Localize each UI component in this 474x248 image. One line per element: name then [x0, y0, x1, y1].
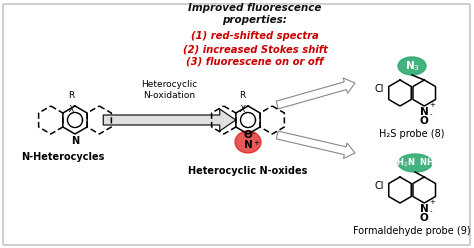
Text: Formaldehyde probe (9): Formaldehyde probe (9)	[353, 226, 471, 236]
Text: Heterocyclic
N-oxidation: Heterocyclic N-oxidation	[141, 80, 198, 100]
Text: Cl: Cl	[374, 84, 384, 94]
Text: R: R	[239, 91, 245, 100]
Text: H₂S probe (8): H₂S probe (8)	[379, 129, 445, 139]
Text: N: N	[420, 204, 428, 214]
Text: (1) red-shifted spectra: (1) red-shifted spectra	[191, 31, 319, 41]
Ellipse shape	[398, 154, 432, 172]
Ellipse shape	[235, 131, 261, 153]
Text: -: -	[429, 111, 432, 117]
Text: Heterocyclic N-oxides: Heterocyclic N-oxides	[188, 166, 308, 176]
Text: O: O	[420, 116, 428, 126]
Polygon shape	[103, 109, 236, 131]
Text: -: -	[429, 208, 432, 214]
Text: -: -	[253, 130, 255, 136]
Text: +: +	[429, 102, 435, 108]
Text: +: +	[253, 140, 259, 146]
Text: Cl: Cl	[374, 181, 384, 191]
FancyBboxPatch shape	[3, 4, 470, 245]
Text: Improved fluorescence
properties:: Improved fluorescence properties:	[188, 3, 322, 25]
Text: N$_3$: N$_3$	[405, 59, 419, 73]
Text: O: O	[244, 130, 252, 140]
Text: X: X	[239, 105, 245, 114]
Polygon shape	[276, 78, 355, 109]
Text: H$_2$N  NH: H$_2$N NH	[396, 157, 434, 169]
Text: X: X	[68, 105, 74, 114]
Text: N: N	[420, 107, 428, 117]
Text: N: N	[71, 136, 79, 146]
Text: N-Heterocycles: N-Heterocycles	[21, 152, 105, 162]
Text: O: O	[420, 213, 428, 223]
Text: R: R	[68, 91, 74, 100]
Polygon shape	[276, 131, 355, 158]
Text: (2) increased Stokes shift: (2) increased Stokes shift	[182, 44, 328, 54]
Text: +: +	[429, 199, 435, 205]
Ellipse shape	[398, 57, 426, 75]
Text: N: N	[244, 140, 252, 150]
Text: (3) fluorescene on or off: (3) fluorescene on or off	[186, 57, 324, 67]
